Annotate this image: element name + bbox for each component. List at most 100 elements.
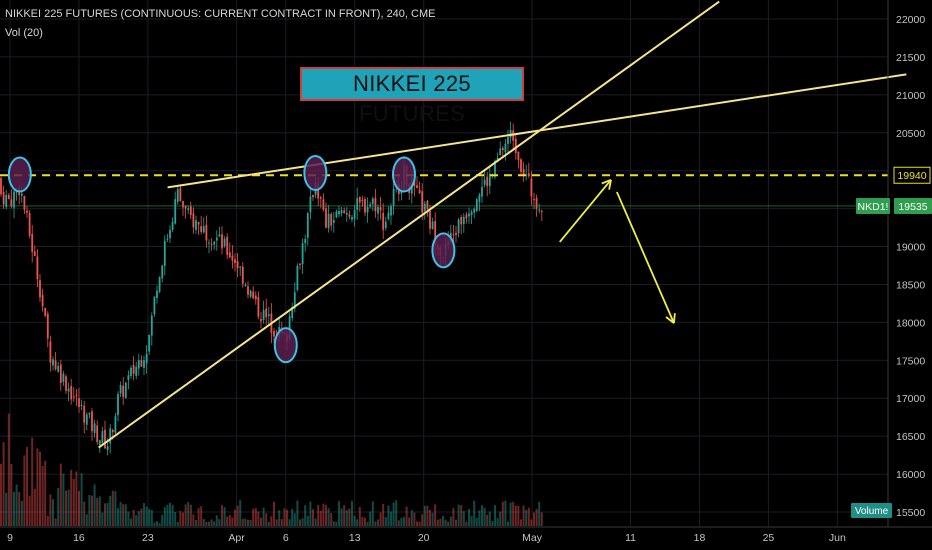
volume-bar xyxy=(140,508,143,526)
volume-bar xyxy=(501,501,504,526)
candle-body xyxy=(72,396,75,398)
candle-body xyxy=(325,208,327,228)
x-tick-label: May xyxy=(522,532,543,544)
candle-body xyxy=(481,186,483,197)
grid-layer xyxy=(0,0,888,526)
volume-bar xyxy=(395,500,398,526)
projection-arrow-head xyxy=(608,179,612,190)
volume-bar xyxy=(517,505,520,526)
volume-bar xyxy=(278,510,281,526)
volume-bar xyxy=(379,512,382,526)
volume-bar xyxy=(470,515,473,526)
level-price-tag: 19940 xyxy=(893,166,931,184)
volume-bar xyxy=(410,510,413,526)
volume-bar xyxy=(442,515,444,526)
candle-body xyxy=(158,277,161,292)
volume-bar xyxy=(280,519,283,526)
volume-bar xyxy=(457,504,460,526)
volume-bar xyxy=(44,460,47,526)
candle-body xyxy=(247,286,249,295)
volume-bar xyxy=(265,513,268,526)
candle-body xyxy=(10,199,13,207)
volume-bar xyxy=(535,508,538,526)
candle-body xyxy=(338,210,340,215)
candle-body xyxy=(494,160,496,177)
candle-body xyxy=(327,213,330,229)
volume-bar xyxy=(85,514,88,526)
volume-bar xyxy=(408,517,411,526)
volume-bar xyxy=(98,496,101,526)
volume-bar xyxy=(13,491,15,526)
candle-body xyxy=(104,429,106,449)
volume-bar xyxy=(403,517,405,526)
volume-bar xyxy=(221,505,223,526)
candle-body xyxy=(75,394,78,396)
candle-body xyxy=(514,138,517,153)
volume-bar xyxy=(273,501,275,526)
volume-bar xyxy=(2,442,5,526)
volume-bar xyxy=(444,519,447,526)
volume-bar xyxy=(218,519,221,526)
volume-bar xyxy=(247,519,249,526)
candle-body xyxy=(351,217,353,220)
volume-bar xyxy=(416,521,418,526)
volume-bar xyxy=(462,510,465,526)
candle-body xyxy=(140,360,143,367)
candle-body xyxy=(176,189,179,202)
candle-body xyxy=(7,195,10,199)
volume-bar xyxy=(353,515,356,526)
volume-bar xyxy=(91,495,93,526)
volume-indicator-label[interactable]: Vol (20) xyxy=(5,27,43,39)
volume-bar xyxy=(491,520,494,526)
candle-body xyxy=(507,137,509,144)
volume-bar xyxy=(234,509,236,526)
y-tick-label: 18500 xyxy=(896,279,925,291)
candle-body xyxy=(122,385,125,397)
volume-bar xyxy=(205,521,208,526)
volume-bar xyxy=(80,473,83,526)
volume-bar xyxy=(215,515,218,526)
volume-bar xyxy=(405,506,408,526)
candle-body xyxy=(174,199,177,224)
candle-body xyxy=(210,244,213,246)
volume-bar xyxy=(254,508,257,526)
candle-body xyxy=(2,191,5,205)
volume-bar xyxy=(483,507,486,526)
volume-bar xyxy=(449,516,452,526)
candle-body xyxy=(130,367,132,377)
volume-bar xyxy=(486,514,489,526)
candle-body xyxy=(530,178,533,197)
volume-bar xyxy=(262,507,265,526)
volume-bar xyxy=(187,502,190,526)
candle-body xyxy=(452,234,455,236)
volume-bar xyxy=(171,504,174,526)
volume-bar xyxy=(192,514,195,526)
volume-bar xyxy=(41,465,44,526)
candle-body xyxy=(93,423,96,434)
volume-bar xyxy=(176,521,179,526)
y-tick-label: 20500 xyxy=(896,128,925,140)
volume-bar xyxy=(153,522,156,526)
candle-body xyxy=(293,292,296,309)
volume-bar xyxy=(478,510,481,526)
volume-bar xyxy=(28,495,31,526)
volume-bar xyxy=(75,471,78,526)
volume-bar xyxy=(7,413,10,526)
volume-bar xyxy=(145,506,148,526)
volume-bar xyxy=(59,463,62,526)
candle-body xyxy=(215,237,218,241)
volume-bar xyxy=(299,519,301,526)
volume-bar xyxy=(130,518,132,526)
candle-body xyxy=(312,194,314,198)
volume-bar xyxy=(231,517,234,526)
candle-body xyxy=(306,213,309,238)
volume-bar xyxy=(179,511,182,526)
svg-text:Volume: Volume xyxy=(855,506,889,517)
volume-bar xyxy=(26,446,28,526)
candle-body xyxy=(468,213,470,217)
volume-bar xyxy=(304,505,307,526)
candle-body xyxy=(465,214,468,219)
candle-body xyxy=(340,210,343,214)
volume-bar xyxy=(169,502,171,526)
